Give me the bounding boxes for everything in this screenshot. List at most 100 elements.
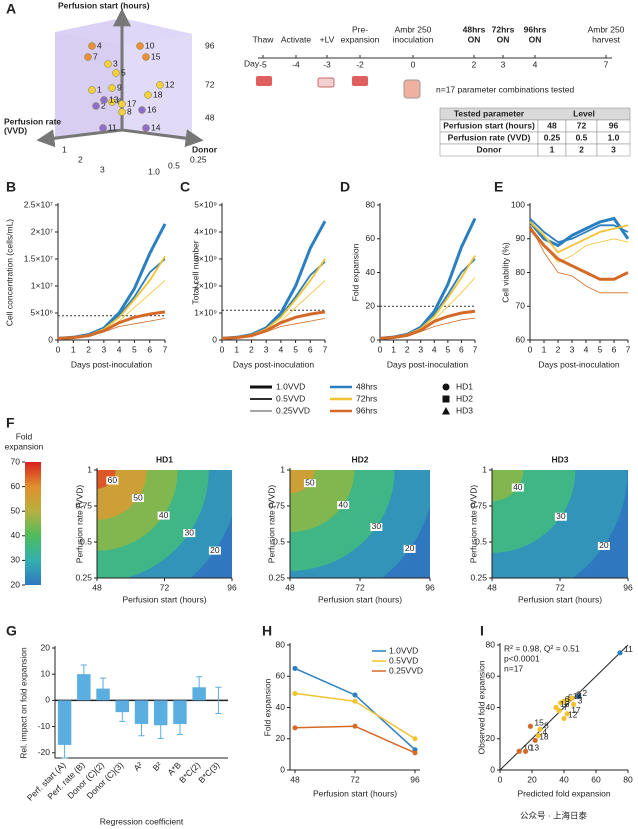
contour-label: 50 [133, 492, 143, 502]
point-label: 3 [113, 58, 118, 68]
y-axis-label: Fold expansion [350, 243, 360, 301]
y-tick-label: 3×10⁹ [194, 253, 217, 263]
panel-letter: H [262, 623, 272, 639]
x-tick-label: 48 [487, 582, 497, 592]
error-bar [176, 712, 183, 735]
x-tick-label: 72 [160, 582, 170, 592]
y-tick-label: -10 [38, 721, 51, 731]
contour-label: 30 [185, 527, 195, 537]
panel-letter: D [340, 179, 350, 195]
point-label: 15 [151, 51, 161, 61]
x-tick-label: 60 [591, 774, 601, 784]
point-label: 7 [563, 702, 568, 712]
point-label: 1 [97, 84, 102, 94]
y-axis-label: Perfusion rate (VVD) [468, 485, 478, 564]
legend-label: 0.25VVD [276, 405, 310, 415]
table-cell-text: Donor [476, 144, 502, 154]
x-tick-label: A² [131, 760, 144, 773]
series-line [221, 280, 326, 339]
colorbar-tick-label: 40 [11, 530, 21, 540]
y-tick-label: 80 [516, 267, 526, 277]
bar [173, 700, 187, 724]
point-label: 9 [576, 689, 581, 699]
x-axis-label: Regression coefficient [100, 816, 184, 826]
y-tick-label: 20 [276, 733, 286, 743]
legend-label: 0.5VVD [276, 393, 305, 403]
series-line [294, 667, 416, 751]
contour-label-bg [303, 479, 316, 488]
y-axis-label: Perfusion rate (VVD) [266, 485, 276, 564]
contour-label-bg [183, 529, 196, 538]
scatter-point [561, 715, 567, 722]
series-marker [352, 692, 358, 698]
y-tick-label: 1 [87, 464, 92, 474]
design-point [138, 106, 146, 114]
point-label: 10 [145, 40, 155, 50]
colorbar-tick-label: 20 [11, 579, 21, 589]
x-tick-label: 96 [410, 774, 420, 784]
table-header: Level [573, 108, 595, 118]
y-tick-label: 0.5 [80, 536, 92, 546]
point-label: 16 [560, 699, 570, 709]
timeline-day: -3 [323, 59, 331, 69]
cube-axis [121, 128, 204, 148]
timeline-day: 0 [411, 59, 416, 69]
series-marker [412, 750, 418, 756]
series-line [57, 318, 166, 339]
x-tick-label: 1 [542, 344, 547, 354]
panel-letter: G [6, 623, 17, 639]
y-tick-label: 1 [482, 464, 487, 474]
x-tick-label: 6 [147, 344, 152, 354]
timeline-step: harvest [592, 34, 621, 44]
y-axis-label: Total cell number [190, 240, 200, 304]
table-header: Tested parameter [454, 108, 525, 118]
series-line [529, 225, 628, 294]
x-axis-label: Days post-inoculation [71, 359, 153, 369]
x-tick-label: 3 [570, 344, 575, 354]
scatter-point [575, 693, 582, 700]
y-tick-label: 1 [280, 464, 285, 474]
series-line [221, 318, 326, 339]
x-tick-label: 2 [86, 344, 91, 354]
series-marker [292, 690, 298, 696]
y-tick-label: 10 [41, 668, 51, 678]
legend-label: 0.5VVD [389, 655, 418, 665]
y-tick-label: 2×10⁹ [194, 280, 217, 290]
timeline-step: +LV [320, 34, 335, 44]
panel-letter: F [6, 415, 15, 431]
series-line [221, 310, 326, 340]
axis-tick-label: 96 [205, 40, 215, 50]
series-line [379, 317, 476, 339]
timeline-day: 4 [533, 59, 538, 69]
flask-icon [352, 76, 368, 86]
y-axis-label: Cell concentration (cells/mL) [4, 219, 14, 326]
timeline-step: ON [497, 34, 510, 44]
point-label: 4 [97, 40, 102, 50]
design-point [100, 96, 108, 104]
series-line [529, 217, 629, 244]
watermark: 公众号 · 上海日泰 [520, 810, 588, 820]
y-tick-label: 80 [276, 639, 286, 649]
y-axis-label: Perfusion rate (VVD) [74, 485, 84, 564]
x-tick-label: 2 [556, 344, 561, 354]
point-label: 2 [582, 688, 587, 698]
x-tick-label: 6 [459, 344, 464, 354]
x-tick-label: 4 [584, 344, 589, 354]
series-line [379, 309, 476, 340]
x-tick-label: 1 [391, 344, 396, 354]
series-marker [352, 723, 358, 729]
colorbar-title: expansion [5, 441, 44, 451]
legend-label: 1.0VVD [389, 645, 418, 655]
scatter-point [523, 748, 529, 754]
x-tick-label: 7 [473, 344, 478, 354]
x-tick-label: 5 [445, 344, 450, 354]
x-tick-label: 96 [425, 582, 435, 592]
design-point [88, 42, 96, 50]
x-tick-label: 6 [308, 344, 313, 354]
contour-region [492, 470, 524, 502]
scatter-point [527, 723, 534, 729]
scatter-point [537, 726, 543, 732]
x-axis-label: Days post-inoculation [538, 359, 620, 369]
legend-marker [442, 395, 450, 403]
annotation: R² = 0.98, Q² = 0.51 [504, 643, 580, 653]
